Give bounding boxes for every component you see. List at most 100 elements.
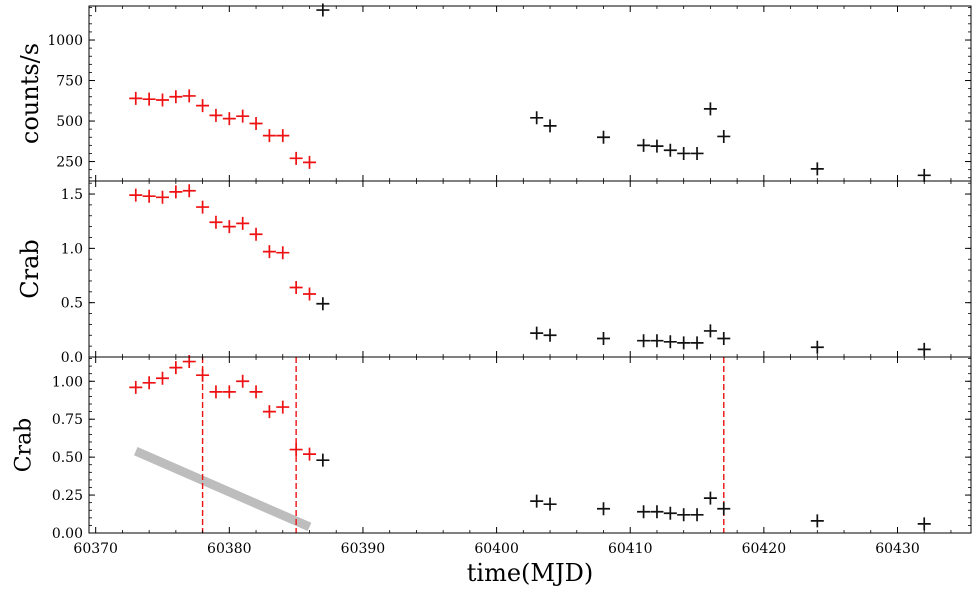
point-red-13 <box>303 447 316 461</box>
xtick-label: 60410 <box>608 541 653 557</box>
ytick-label: 250 <box>56 155 83 171</box>
point-red-8 <box>236 374 250 388</box>
point-black-5 <box>650 334 664 348</box>
point-red-1 <box>142 189 156 203</box>
xtick-label: 60370 <box>73 541 118 557</box>
point-black-8 <box>690 508 704 522</box>
xtick-label: 60380 <box>207 541 252 557</box>
xtick-label: 60430 <box>875 541 920 557</box>
point-red-7 <box>222 220 236 234</box>
point-black-10 <box>717 502 731 516</box>
point-black-9 <box>703 324 717 338</box>
ytick-label: 500 <box>56 114 83 130</box>
point-black-7 <box>677 146 691 160</box>
point-red-8 <box>236 216 250 230</box>
ytick-label: 0.0 <box>61 350 83 366</box>
point-black-4 <box>637 505 651 519</box>
point-red-1 <box>142 376 156 390</box>
point-black-10 <box>717 332 731 346</box>
ytick-label: 1000 <box>47 33 83 49</box>
panel-crab1: 0.0 0.5 1.0 1.5 Crab <box>16 180 972 366</box>
point-black-1 <box>530 111 544 125</box>
point-red-12 <box>289 151 303 165</box>
point-black-1 <box>530 494 544 508</box>
point-red-7 <box>222 385 236 399</box>
point-black-11 <box>810 162 824 176</box>
point-red-13 <box>303 155 316 169</box>
point-red-10 <box>262 405 276 419</box>
point-red-1 <box>142 92 156 106</box>
point-red-11 <box>276 400 290 414</box>
point-red-6 <box>209 108 223 122</box>
point-black-5 <box>650 505 664 519</box>
point-black-11 <box>810 514 824 528</box>
point-black-0 <box>316 453 330 467</box>
point-red-10 <box>262 245 276 259</box>
point-red-0 <box>129 188 143 202</box>
point-black-3 <box>597 130 610 144</box>
axes-frame <box>88 356 972 534</box>
point-red-12 <box>289 443 303 457</box>
ytick-label: 0.50 <box>52 450 83 466</box>
point-red-10 <box>262 129 276 143</box>
point-red-3 <box>169 361 183 375</box>
point-black-9 <box>703 491 717 505</box>
ytick-label: 750 <box>56 74 83 90</box>
xtick-label: 60420 <box>742 541 787 557</box>
point-red-11 <box>276 129 290 143</box>
ylabel: Crab <box>12 418 37 473</box>
point-black-5 <box>650 139 664 153</box>
point-black-3 <box>597 502 610 516</box>
point-red-5 <box>196 368 210 382</box>
point-black-6 <box>663 506 677 520</box>
xtick-label: 60390 <box>341 541 386 557</box>
point-black-8 <box>690 146 704 160</box>
ytick-label: 0.5 <box>61 296 83 312</box>
point-black-12 <box>917 342 931 356</box>
trend-line <box>133 446 312 532</box>
ylabel: counts/s <box>16 43 44 144</box>
ytick-label: 1.5 <box>61 187 83 203</box>
point-black-0 <box>316 297 330 311</box>
point-black-2 <box>543 119 557 133</box>
ytick-label: 0.25 <box>52 488 83 504</box>
xtick-label: 60400 <box>474 541 519 557</box>
point-black-2 <box>543 328 557 342</box>
point-black-9 <box>703 102 717 116</box>
point-black-6 <box>663 143 677 157</box>
point-red-9 <box>249 227 263 241</box>
point-red-2 <box>156 93 169 107</box>
axes-frame <box>88 5 972 182</box>
point-red-2 <box>156 371 169 385</box>
point-red-7 <box>222 112 236 126</box>
point-black-4 <box>637 138 651 152</box>
point-black-10 <box>717 129 731 143</box>
point-red-2 <box>156 190 169 204</box>
point-red-4 <box>182 89 196 103</box>
point-red-5 <box>196 99 210 113</box>
point-black-6 <box>663 335 677 349</box>
ytick-label: 1.0 <box>61 241 83 257</box>
ylabel: Crab <box>16 239 44 299</box>
ytick-label: 1.00 <box>52 374 83 390</box>
xlabel: time(MJD) <box>467 559 593 587</box>
point-red-4 <box>182 184 196 198</box>
point-red-8 <box>236 109 250 123</box>
point-red-9 <box>249 385 263 399</box>
point-red-0 <box>129 91 143 105</box>
point-red-5 <box>196 200 210 214</box>
point-red-6 <box>209 385 223 399</box>
point-black-7 <box>677 336 691 350</box>
point-black-3 <box>597 332 610 346</box>
point-red-3 <box>169 90 183 104</box>
point-black-7 <box>677 508 691 522</box>
ytick-label: 0.00 <box>52 526 83 542</box>
point-red-9 <box>249 116 263 130</box>
axes-frame <box>88 180 972 358</box>
ytick-label: 0.75 <box>52 412 83 428</box>
point-red-13 <box>303 287 316 301</box>
point-red-0 <box>129 380 143 394</box>
point-black-12 <box>917 517 931 531</box>
point-black-2 <box>543 497 557 511</box>
